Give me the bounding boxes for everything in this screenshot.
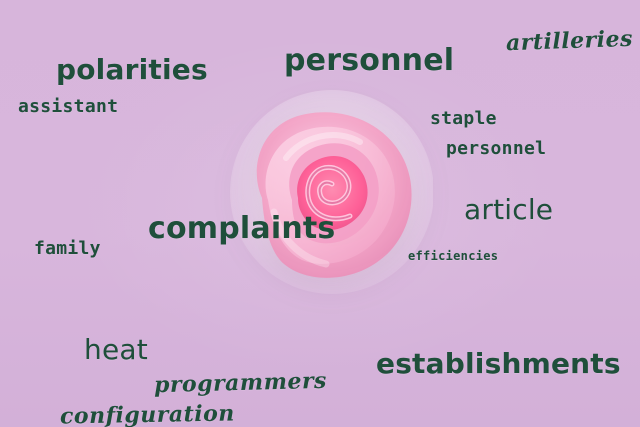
- word-heat: heat: [84, 333, 148, 366]
- word-establishments: establishments: [376, 347, 621, 380]
- word-configuration: configuration: [59, 400, 236, 427]
- word-complaints: complaints: [148, 211, 336, 246]
- word-family: family: [34, 238, 101, 259]
- word-staple: staple: [430, 108, 497, 129]
- word-personnel-right: personnel: [446, 138, 547, 159]
- word-programmers: programmers: [153, 367, 328, 399]
- word-polarities: polarities: [56, 53, 208, 86]
- word-efficiencies: efficiencies: [408, 249, 499, 263]
- rose-image: [228, 88, 434, 303]
- word-artilleries: artilleries: [505, 25, 634, 57]
- word-personnel-top: personnel: [284, 43, 455, 78]
- word-article: article: [464, 193, 554, 226]
- word-assistant: assistant: [18, 96, 119, 117]
